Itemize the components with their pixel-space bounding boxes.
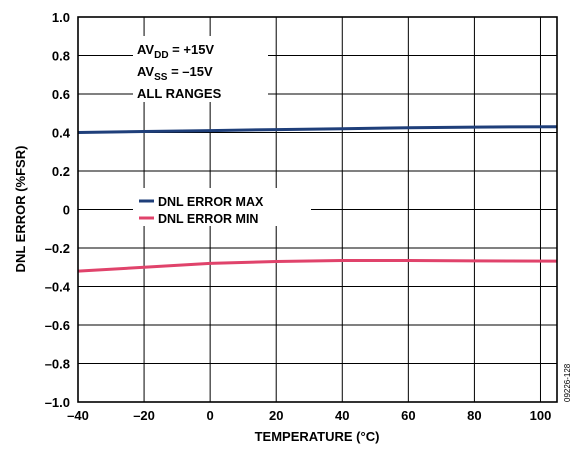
- y-tick-label: –0.6: [45, 318, 70, 333]
- x-axis-title: TEMPERATURE (°C): [255, 429, 380, 444]
- y-tick-label: 0: [63, 203, 70, 218]
- legend-label-min: DNL ERROR MIN: [158, 212, 258, 226]
- y-tick-label: –1.0: [45, 395, 70, 410]
- annotation-avdd: AVDD = +15V: [137, 42, 214, 61]
- legend-label-max: DNL ERROR MAX: [158, 195, 264, 209]
- x-tick-label: 0: [207, 408, 214, 423]
- series-line-dnl-error-min: [77, 259, 558, 273]
- annotation-all-ranges: ALL RANGES: [137, 86, 222, 101]
- series-lines: [77, 125, 558, 273]
- y-tick-label: –0.8: [45, 357, 70, 372]
- y-tick-labels: –1.0 –0.8 –0.6 –0.4 –0.2 0 0.2 0.4 0.6 0.8 1.0: [45, 10, 71, 410]
- y-tick-label: 0.4: [52, 126, 71, 141]
- x-tick-label: –20: [133, 408, 155, 423]
- x-tick-label: 100: [530, 408, 552, 423]
- y-tick-label: 1.0: [52, 10, 70, 25]
- grid: [77, 16, 557, 403]
- y-axis-title: DNL ERROR (%FSR): [13, 146, 28, 273]
- y-tick-label: 0.2: [52, 164, 70, 179]
- annotation-avss: AVSS = –15V: [137, 64, 213, 83]
- series-line-dnl-error-max: [77, 125, 558, 134]
- y-tick-label: 0.6: [52, 87, 70, 102]
- x-tick-label: 80: [467, 408, 481, 423]
- x-tick-labels: –40 –20 0 20 40 60 80 100: [67, 408, 551, 423]
- x-tick-label: 40: [335, 408, 349, 423]
- x-tick-label: 20: [269, 408, 283, 423]
- y-tick-label: –0.4: [45, 280, 71, 295]
- y-tick-label: –0.2: [45, 241, 70, 256]
- y-tick-label: 0.8: [52, 49, 70, 64]
- x-tick-label: –40: [67, 408, 89, 423]
- legend: DNL ERROR MAX DNL ERROR MIN: [133, 188, 311, 226]
- figure-id: 09226-128: [563, 363, 572, 402]
- x-tick-label: 60: [401, 408, 415, 423]
- annotation-box: AVDD = +15V AVSS = –15V ALL RANGES: [133, 36, 268, 102]
- plot-frame: [77, 16, 558, 403]
